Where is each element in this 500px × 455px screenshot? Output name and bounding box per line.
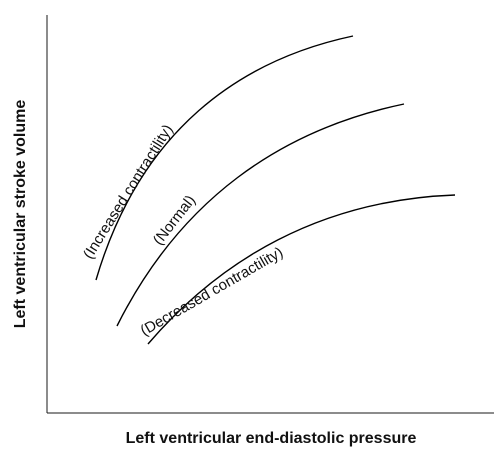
curve-normal bbox=[116, 103, 405, 327]
label-normal: (Normal) bbox=[150, 192, 199, 248]
y-axis-title: Left ventricular stroke volume bbox=[12, 100, 29, 329]
curve-increased-contractility bbox=[95, 35, 354, 281]
x-axis-title: Left ventricular end-diastolic pressure bbox=[126, 430, 417, 447]
curve-decreased-contractility bbox=[147, 194, 456, 345]
label-decreased-contractility: (Decreased contractility) bbox=[138, 244, 287, 340]
